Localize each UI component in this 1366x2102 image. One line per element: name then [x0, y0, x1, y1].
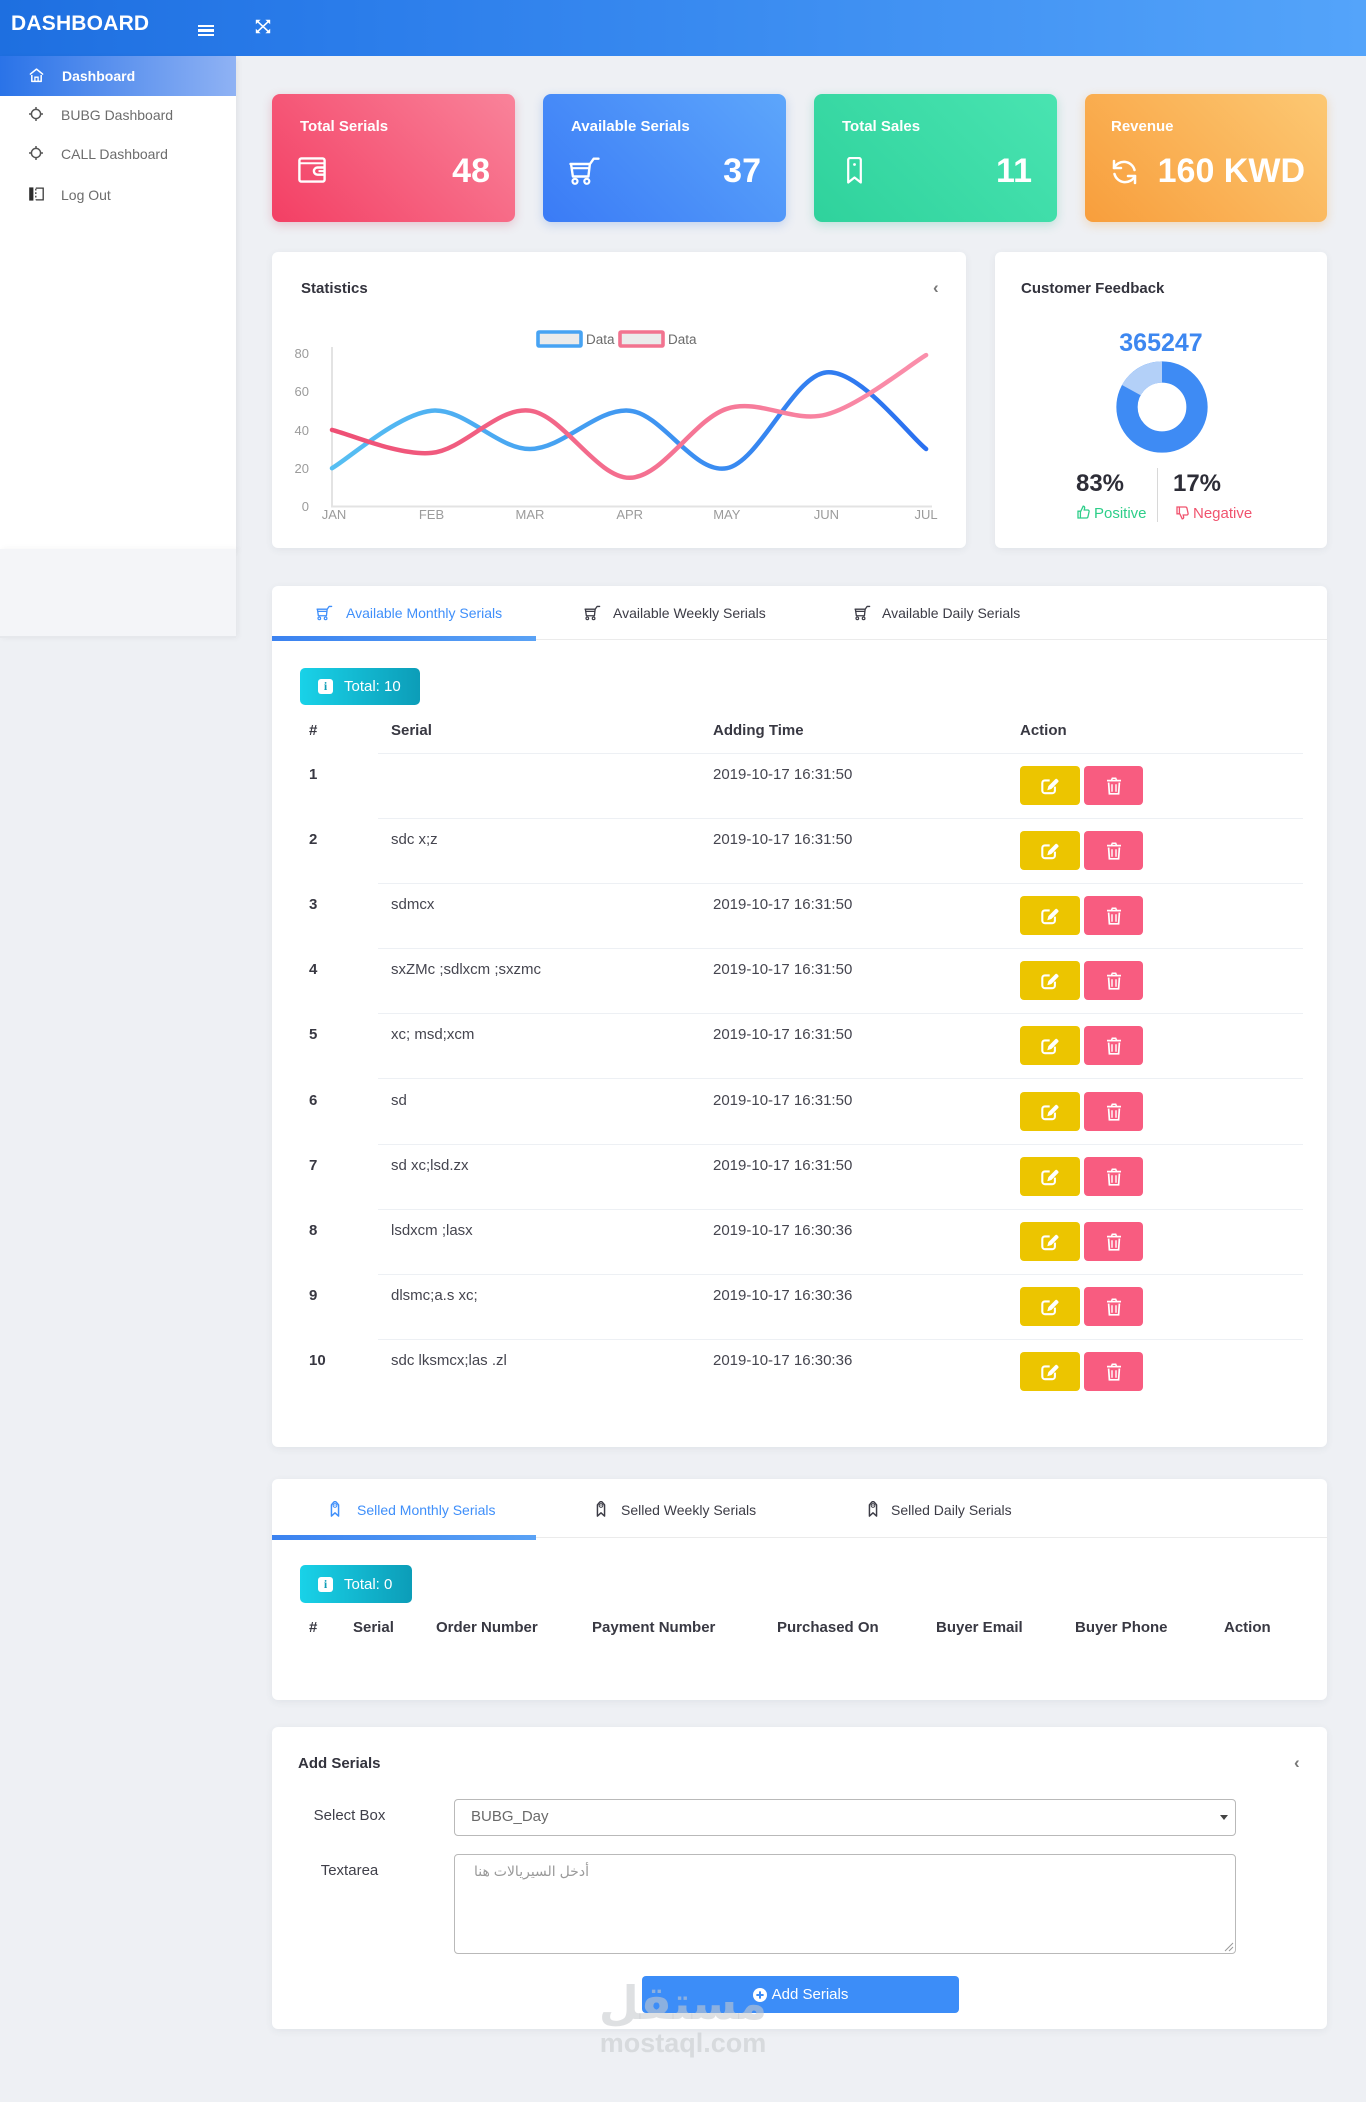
svg-text:FEB: FEB [419, 507, 444, 522]
svg-text:Data: Data [586, 332, 615, 347]
svg-text:MAY: MAY [713, 507, 741, 522]
svg-text:JUN: JUN [814, 507, 839, 522]
svg-text:MAR: MAR [516, 507, 545, 522]
svg-text:20: 20 [295, 461, 309, 476]
svg-text:APR: APR [616, 507, 643, 522]
svg-text:60: 60 [295, 384, 309, 399]
svg-text:40: 40 [295, 423, 309, 438]
svg-text:JAN: JAN [322, 507, 347, 522]
svg-text:80: 80 [295, 346, 309, 361]
svg-text:0: 0 [302, 499, 309, 514]
svg-text:JUL: JUL [915, 507, 938, 522]
svg-text:Data: Data [668, 332, 697, 347]
